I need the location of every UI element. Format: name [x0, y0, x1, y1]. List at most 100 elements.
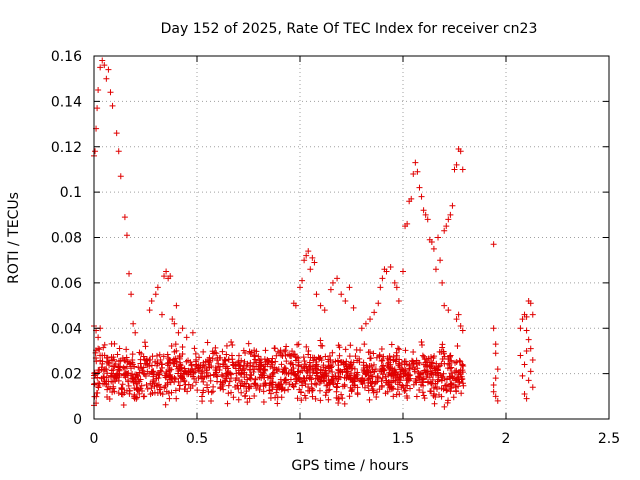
data-point	[420, 207, 427, 214]
data-point	[308, 385, 315, 392]
data-point	[378, 345, 385, 352]
data-point	[177, 362, 184, 369]
data-point	[106, 360, 113, 367]
data-point	[422, 211, 429, 218]
data-point	[439, 344, 446, 351]
data-point	[409, 358, 416, 365]
data-point	[281, 377, 288, 384]
data-point	[280, 368, 287, 375]
data-point	[334, 275, 341, 282]
data-point	[344, 372, 351, 379]
data-point	[111, 340, 118, 347]
data-point	[237, 371, 244, 378]
data-point	[430, 245, 437, 252]
data-point	[123, 354, 130, 361]
ticks-layer	[93, 55, 610, 420]
data-point	[388, 341, 395, 348]
data-point	[459, 166, 466, 173]
data-point	[321, 375, 328, 382]
data-point	[195, 374, 202, 381]
data-point	[429, 376, 436, 383]
data-point	[402, 347, 409, 354]
data-point	[357, 347, 364, 354]
data-point	[335, 367, 342, 374]
data-point	[104, 370, 111, 377]
data-point	[126, 360, 133, 367]
data-point	[400, 268, 406, 275]
data-point	[376, 386, 383, 393]
data-point	[424, 379, 431, 386]
data-point	[168, 342, 175, 349]
data-point	[376, 353, 383, 360]
data-point	[425, 355, 432, 362]
data-point	[350, 304, 357, 311]
data-point	[527, 345, 534, 352]
data-point	[172, 387, 179, 394]
data-point	[130, 320, 137, 327]
data-point	[427, 380, 434, 387]
data-point	[393, 352, 400, 359]
data-point	[273, 352, 280, 359]
data-point	[235, 358, 242, 365]
data-point	[447, 381, 454, 388]
data-point	[276, 381, 283, 388]
data-point	[408, 195, 415, 202]
data-point	[224, 400, 231, 407]
data-point	[410, 348, 417, 355]
data-point	[420, 375, 427, 382]
data-point	[443, 376, 450, 383]
data-point	[148, 385, 155, 392]
data-point	[307, 266, 314, 273]
data-point	[430, 384, 437, 391]
data-point	[108, 353, 115, 360]
data-point	[251, 353, 258, 360]
data-point	[523, 327, 530, 334]
x-tick-label: 1.5	[392, 431, 414, 447]
data-point	[406, 385, 413, 392]
data-point	[179, 375, 186, 382]
data-point	[169, 316, 176, 323]
data-point	[173, 363, 180, 370]
data-point	[118, 384, 125, 391]
data-point	[191, 345, 198, 352]
data-point	[141, 339, 148, 346]
data-point	[273, 389, 280, 396]
data-point	[444, 386, 451, 393]
data-point	[313, 356, 320, 363]
data-point	[453, 316, 460, 323]
data-point	[281, 348, 288, 355]
data-point	[370, 350, 377, 357]
y-tick-labels: 0 0.02 0.04 0.06 0.08 0.1 0.12 0.14 0.16	[51, 49, 82, 428]
data-point	[301, 392, 308, 399]
data-point	[494, 366, 501, 373]
data-point	[162, 382, 169, 389]
data-point	[156, 371, 163, 378]
data-point	[279, 369, 286, 376]
data-point	[277, 376, 284, 383]
data-point	[337, 358, 344, 365]
data-point	[121, 371, 128, 378]
data-point	[527, 300, 534, 307]
data-point	[413, 361, 420, 368]
data-point	[382, 390, 389, 397]
data-point	[403, 393, 410, 400]
data-point	[164, 379, 171, 386]
data-point	[251, 380, 258, 387]
data-point	[490, 241, 497, 248]
data-point	[133, 374, 140, 381]
data-point	[187, 385, 194, 392]
data-point	[354, 384, 361, 391]
data-point	[278, 394, 285, 401]
data-point	[316, 387, 323, 394]
data-point	[446, 361, 453, 368]
data-point	[348, 388, 355, 395]
data-point	[339, 395, 346, 402]
data-point	[138, 382, 145, 389]
data-point	[147, 380, 154, 387]
data-point	[419, 352, 426, 359]
data-point	[444, 365, 451, 372]
data-point	[181, 378, 188, 385]
data-point	[451, 166, 458, 173]
data-point	[419, 376, 426, 383]
data-point	[299, 277, 306, 284]
